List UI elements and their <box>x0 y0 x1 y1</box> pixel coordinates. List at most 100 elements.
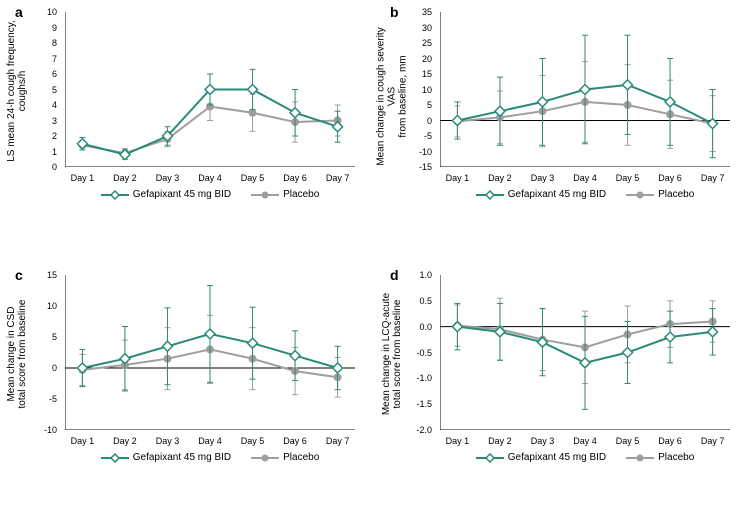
xtick-b-6: Day 7 <box>701 173 725 183</box>
xtick-a-5: Day 6 <box>283 173 307 183</box>
legend-gefapixant-label: Gefapixant 45 mg BID <box>508 452 606 463</box>
ytick-c: -5 <box>33 394 57 404</box>
xtick-a-6: Day 7 <box>326 173 350 183</box>
ytick-c: -10 <box>33 425 57 435</box>
legend-a: Gefapixant 45 mg BID Placebo <box>65 189 355 200</box>
ytick-b: 25 <box>408 38 432 48</box>
ytick-d: -1.0 <box>408 373 432 383</box>
xtick-a-2: Day 3 <box>156 173 180 183</box>
circle-icon <box>626 190 654 200</box>
diamond-icon <box>476 190 504 200</box>
ytick-d: 0.0 <box>408 322 432 332</box>
plot-c <box>65 275 355 430</box>
legend-placebo-label: Placebo <box>658 452 694 463</box>
xtick-c-6: Day 7 <box>326 436 350 446</box>
legend-placebo-label: Placebo <box>283 189 319 200</box>
xtick-c-2: Day 3 <box>156 436 180 446</box>
plot-b <box>440 12 730 167</box>
xtick-a-4: Day 5 <box>241 173 265 183</box>
ytick-a: 1 <box>33 147 57 157</box>
legend-placebo: Placebo <box>626 189 694 200</box>
ytick-b: -10 <box>408 147 432 157</box>
panel-a <box>65 12 355 197</box>
ytick-d: -0.5 <box>408 348 432 358</box>
legend-gefapixant: Gefapixant 45 mg BID <box>101 452 231 463</box>
circle-icon <box>251 190 279 200</box>
ytick-d: -2.0 <box>408 425 432 435</box>
ytick-b: 10 <box>408 85 432 95</box>
plot-a <box>65 12 355 167</box>
legend-placebo-label: Placebo <box>658 189 694 200</box>
panel-c <box>65 275 355 460</box>
ytick-a: 0 <box>33 162 57 172</box>
ytick-a: 6 <box>33 69 57 79</box>
legend-c: Gefapixant 45 mg BID Placebo <box>65 452 355 463</box>
ytick-a: 9 <box>33 23 57 33</box>
xtick-c-3: Day 4 <box>198 436 222 446</box>
panel-b <box>440 12 730 197</box>
xtick-c-0: Day 1 <box>71 436 95 446</box>
legend-gefapixant-label: Gefapixant 45 mg BID <box>133 189 231 200</box>
ytick-d: 0.5 <box>408 296 432 306</box>
legend-gefapixant: Gefapixant 45 mg BID <box>101 189 231 200</box>
diamond-icon <box>476 453 504 463</box>
ylabel-a: LS mean 24-h cough frequency, coughs/h <box>6 11 28 171</box>
ytick-b: 15 <box>408 69 432 79</box>
ytick-a: 2 <box>33 131 57 141</box>
xtick-c-4: Day 5 <box>241 436 265 446</box>
plot-d <box>440 275 730 430</box>
xtick-b-2: Day 3 <box>531 173 555 183</box>
ytick-c: 5 <box>33 332 57 342</box>
ytick-a: 8 <box>33 38 57 48</box>
xtick-d-2: Day 3 <box>531 436 555 446</box>
legend-placebo: Placebo <box>251 189 319 200</box>
legend-gefapixant: Gefapixant 45 mg BID <box>476 452 606 463</box>
circle-icon <box>626 453 654 463</box>
xtick-c-1: Day 2 <box>113 436 137 446</box>
xtick-b-5: Day 6 <box>658 173 682 183</box>
xtick-d-3: Day 4 <box>573 436 597 446</box>
circle-icon <box>251 453 279 463</box>
legend-gefapixant-label: Gefapixant 45 mg BID <box>508 189 606 200</box>
ytick-b: 35 <box>408 7 432 17</box>
ytick-b: -15 <box>408 162 432 172</box>
ytick-d: -1.5 <box>408 399 432 409</box>
xtick-d-0: Day 1 <box>446 436 470 446</box>
xtick-b-1: Day 2 <box>488 173 512 183</box>
xtick-d-5: Day 6 <box>658 436 682 446</box>
ytick-b: -5 <box>408 131 432 141</box>
legend-b: Gefapixant 45 mg BID Placebo <box>440 189 730 200</box>
xtick-d-1: Day 2 <box>488 436 512 446</box>
legend-gefapixant: Gefapixant 45 mg BID <box>476 189 606 200</box>
diamond-icon <box>101 190 129 200</box>
ytick-c: 0 <box>33 363 57 373</box>
ytick-a: 3 <box>33 116 57 126</box>
ytick-a: 7 <box>33 54 57 64</box>
ytick-a: 5 <box>33 85 57 95</box>
panel-d <box>440 275 730 460</box>
ytick-b: 30 <box>408 23 432 33</box>
legend-placebo-label: Placebo <box>283 452 319 463</box>
ylabel-b: Mean change in cough severity VAS from b… <box>376 16 409 176</box>
xtick-a-3: Day 4 <box>198 173 222 183</box>
xtick-b-4: Day 5 <box>616 173 640 183</box>
ytick-a: 10 <box>33 7 57 17</box>
ytick-c: 15 <box>33 270 57 280</box>
xtick-b-3: Day 4 <box>573 173 597 183</box>
xtick-a-0: Day 1 <box>71 173 95 183</box>
xtick-a-1: Day 2 <box>113 173 137 183</box>
xtick-d-4: Day 5 <box>616 436 640 446</box>
ytick-d: 1.0 <box>408 270 432 280</box>
legend-placebo: Placebo <box>626 452 694 463</box>
diamond-icon <box>101 453 129 463</box>
ytick-c: 10 <box>33 301 57 311</box>
legend-placebo: Placebo <box>251 452 319 463</box>
legend-gefapixant-label: Gefapixant 45 mg BID <box>133 452 231 463</box>
xtick-d-6: Day 7 <box>701 436 725 446</box>
ylabel-c: Mean change in CSD total score from base… <box>6 274 28 434</box>
legend-d: Gefapixant 45 mg BID Placebo <box>440 452 730 463</box>
ytick-b: 5 <box>408 100 432 110</box>
xtick-b-0: Day 1 <box>446 173 470 183</box>
xtick-c-5: Day 6 <box>283 436 307 446</box>
ytick-a: 4 <box>33 100 57 110</box>
